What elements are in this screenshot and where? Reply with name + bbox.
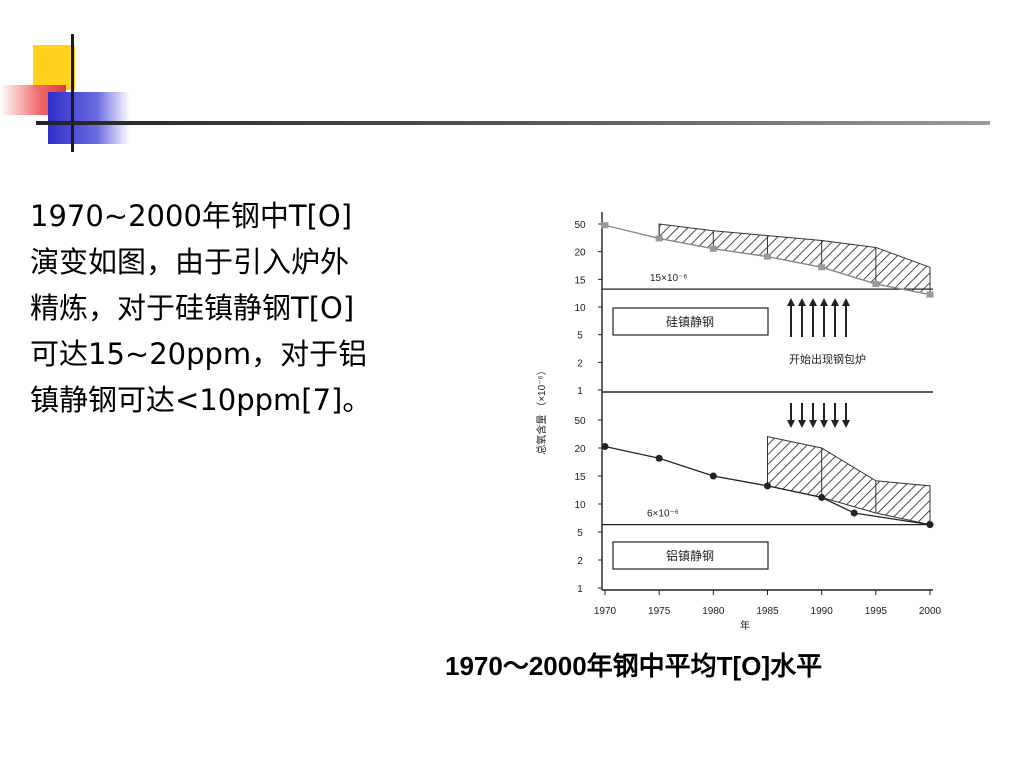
panel-name: 铝镇静钢 bbox=[666, 548, 714, 563]
y-tick-label: 5 bbox=[577, 331, 583, 342]
data-point bbox=[818, 264, 826, 271]
body-line: 可达15~20ppm，对于铝 bbox=[30, 337, 368, 371]
body-line: 1970~2000年钢中T[O] bbox=[30, 199, 353, 233]
x-tick-label: 1975 bbox=[648, 606, 671, 617]
x-tick-label: 1970 bbox=[594, 606, 617, 617]
data-point bbox=[655, 235, 663, 242]
deco-horizontal-rule bbox=[36, 121, 990, 125]
y-tick-label: 5 bbox=[577, 528, 583, 539]
data-point bbox=[655, 454, 663, 462]
x-axis-label: 年 bbox=[740, 619, 750, 632]
data-point bbox=[850, 509, 858, 517]
data-point bbox=[601, 222, 609, 229]
arrow-up-head bbox=[787, 298, 795, 306]
data-point bbox=[926, 291, 934, 298]
deco-vertical-line bbox=[71, 34, 74, 152]
arrow-up-head bbox=[831, 298, 839, 306]
data-point bbox=[601, 443, 609, 451]
body-line: 精炼，对于硅镇静钢T[O] bbox=[30, 291, 355, 325]
arrow-down-head bbox=[798, 420, 806, 428]
panel-name-box bbox=[612, 307, 769, 336]
data-point bbox=[818, 493, 826, 501]
x-tick-label: 1985 bbox=[756, 606, 779, 617]
y-tick-label: 20 bbox=[574, 248, 586, 259]
body-line: 演变如图，由于引入炉外 bbox=[30, 245, 350, 279]
y-tick-label: 50 bbox=[574, 416, 586, 427]
data-point bbox=[872, 281, 880, 288]
y-tick-label: 1 bbox=[577, 386, 583, 397]
x-tick-label: 1995 bbox=[865, 606, 888, 617]
reference-label: 6×10⁻⁶ bbox=[647, 509, 679, 520]
body-text: 1970~2000年钢中T[O] 演变如图，由于引入炉外 精炼，对于硅镇静钢T[… bbox=[30, 193, 500, 423]
x-tick-label: 1990 bbox=[811, 606, 834, 617]
x-tick-label: 2000 bbox=[919, 606, 942, 617]
panel-name: 硅镇静钢 bbox=[666, 315, 714, 329]
y-tick-label: 15 bbox=[574, 275, 586, 286]
y-tick-label: 50 bbox=[574, 220, 586, 231]
arrow-down-head bbox=[820, 420, 828, 428]
oxygen-content-chart: 总氧含量 （×10⁻⁶）5020151052115×10⁻⁶硅镇静钢502015… bbox=[525, 192, 965, 637]
deco-yellow-square bbox=[33, 45, 75, 90]
x-tick-label: 1980 bbox=[702, 606, 725, 617]
y-tick-label: 1 bbox=[577, 584, 583, 595]
y-tick-label: 10 bbox=[574, 303, 586, 314]
arrow-up-head bbox=[842, 298, 850, 306]
panel-name-box bbox=[612, 541, 769, 570]
data-point bbox=[764, 253, 771, 260]
arrow-down-head bbox=[842, 420, 850, 428]
body-line: 镇静钢可达<10ppm[7]。 bbox=[30, 383, 372, 417]
data-point bbox=[709, 472, 717, 480]
figure-caption: 1970～2000年钢中平均T[O]水平 bbox=[445, 651, 823, 681]
y-axis-label: 总氧含量 （×10⁻⁶） bbox=[535, 365, 548, 454]
arrow-up-head bbox=[809, 298, 817, 306]
y-tick-label: 20 bbox=[574, 444, 586, 455]
arrow-down-head bbox=[809, 420, 817, 428]
arrow-up-head bbox=[798, 298, 806, 306]
data-point bbox=[709, 245, 717, 252]
deco-blue-square bbox=[48, 92, 130, 144]
data-point bbox=[926, 521, 934, 529]
middle-annotation: 开始出现钢包炉 bbox=[789, 352, 866, 366]
arrow-up-head bbox=[820, 298, 828, 306]
reference-label: 15×10⁻⁶ bbox=[650, 273, 687, 284]
arrow-down-head bbox=[831, 420, 839, 428]
y-tick-label: 10 bbox=[574, 500, 586, 511]
y-tick-label: 2 bbox=[577, 358, 583, 369]
arrow-down-head bbox=[787, 420, 795, 428]
y-tick-label: 2 bbox=[577, 556, 583, 567]
data-point bbox=[764, 482, 771, 490]
y-tick-label: 15 bbox=[574, 472, 586, 483]
